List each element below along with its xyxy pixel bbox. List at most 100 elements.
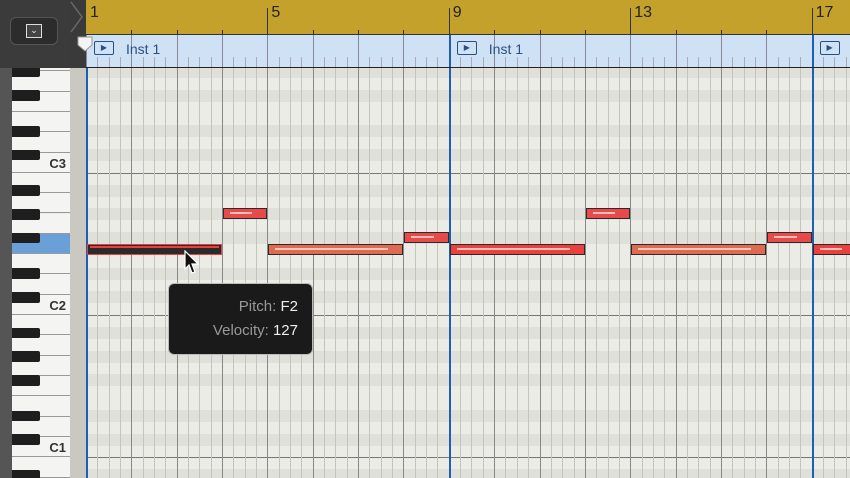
region-boundary (86, 68, 88, 478)
beat-line (380, 68, 382, 478)
region-play-icon[interactable]: ▶ (456, 41, 477, 55)
black-key[interactable] (12, 410, 40, 422)
white-key[interactable] (12, 416, 70, 438)
black-key[interactable] (12, 268, 40, 280)
region-grid-line (834, 57, 836, 67)
pitch-row (86, 291, 850, 304)
pitch-row (86, 196, 850, 209)
black-key[interactable] (12, 208, 40, 220)
keyboard-right-strip (70, 68, 86, 478)
beat-line (822, 68, 824, 478)
black-key[interactable] (12, 327, 40, 339)
region-grid-line (131, 35, 133, 67)
pitch-row (86, 303, 850, 316)
beat-tick (222, 30, 224, 34)
beat-line (165, 68, 167, 478)
black-key[interactable] (12, 185, 40, 197)
pitch-row (86, 160, 850, 173)
selected-note[interactable] (87, 244, 223, 255)
playhead-handle[interactable] (76, 36, 94, 52)
region-grid-line (244, 57, 246, 67)
region-grid-line (471, 57, 473, 67)
midi-note[interactable] (767, 232, 812, 244)
region-grid-line (165, 57, 167, 67)
black-key[interactable] (12, 434, 40, 446)
white-key[interactable] (12, 132, 70, 153)
white-key[interactable] (12, 193, 70, 214)
beat-line (664, 68, 666, 478)
region-play-icon[interactable]: ▶ (94, 41, 114, 55)
pitch-row (86, 113, 850, 126)
black-key[interactable] (12, 374, 40, 386)
beat-line (301, 68, 303, 478)
region-grid-line (188, 57, 190, 67)
beat-tick (403, 30, 405, 34)
octave-line (86, 172, 850, 174)
black-key[interactable] (12, 351, 40, 363)
black-key[interactable] (12, 469, 40, 478)
beat-line (607, 68, 609, 478)
region-grid-line (403, 35, 405, 67)
beat-tick (766, 30, 768, 34)
region-grid-line (607, 57, 609, 67)
region-grid-line (380, 57, 382, 67)
gutter (70, 0, 86, 68)
region-grid-line (358, 35, 360, 67)
piano-keyboard[interactable]: C1 C2 C3 (0, 68, 86, 478)
black-key[interactable] (12, 232, 40, 244)
bar-tick (630, 8, 632, 34)
beat-line (630, 68, 632, 478)
note-velocity-bar (819, 248, 842, 250)
region-grid-line (199, 57, 201, 67)
midi-note[interactable] (631, 244, 767, 255)
beat-line (403, 68, 405, 478)
midi-note[interactable] (268, 244, 404, 255)
pitch-label: Pitch: (238, 298, 277, 315)
beat-line (426, 68, 428, 478)
region-play-icon[interactable]: ▶ (819, 41, 840, 55)
black-key[interactable] (12, 68, 40, 78)
beat-line (460, 68, 462, 478)
beat-line (754, 68, 756, 478)
region-grid-line (176, 35, 178, 67)
bar-ruler[interactable]: 1 5 9 13 17 (86, 0, 850, 35)
note-velocity-bar (592, 212, 616, 215)
beat-line (188, 68, 190, 478)
beat-line (312, 68, 314, 478)
black-key[interactable] (12, 90, 40, 102)
octave-line (86, 315, 850, 317)
black-key[interactable] (12, 291, 40, 303)
black-key[interactable] (12, 125, 40, 137)
region-grid-line (845, 57, 847, 67)
beat-line (154, 68, 156, 478)
pitch-row (86, 469, 850, 478)
black-key[interactable] (12, 149, 40, 161)
view-menu-button[interactable]: ⌄ (10, 17, 58, 45)
region-grid-line (720, 35, 722, 67)
bar-number: 1 (90, 4, 99, 21)
white-key[interactable] (12, 68, 70, 72)
beat-line (437, 68, 439, 478)
piano-roll-grid[interactable] (86, 68, 850, 478)
region-grid-line (596, 57, 598, 67)
pitch-row (86, 433, 850, 446)
region-grid-line (494, 35, 496, 67)
beat-line (732, 68, 734, 478)
midi-note[interactable] (585, 208, 631, 220)
beat-line (675, 68, 677, 478)
midi-note[interactable] (404, 232, 449, 244)
pitch-row (86, 386, 850, 399)
beat-line (528, 68, 530, 478)
white-key[interactable] (12, 335, 70, 356)
beat-line (278, 68, 280, 478)
region-header[interactable]: ▶ Inst 1 ▶ Inst 1 ▶ (86, 35, 850, 68)
midi-note[interactable] (223, 208, 268, 220)
midi-note[interactable] (449, 244, 585, 255)
region-grid-line (154, 57, 156, 67)
bar-number: 5 (271, 4, 281, 21)
pitch-row (86, 421, 850, 434)
octave-line (86, 457, 850, 459)
midi-note[interactable] (812, 244, 850, 255)
region-grid-line (664, 57, 666, 67)
white-key[interactable] (12, 274, 70, 295)
